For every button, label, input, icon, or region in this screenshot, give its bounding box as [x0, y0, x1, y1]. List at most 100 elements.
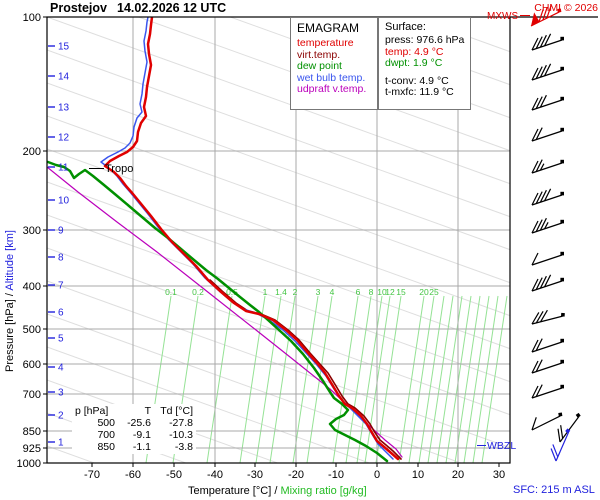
- wind-barb: [531, 159, 564, 174]
- altitude-tick-label: 14: [58, 72, 70, 83]
- level-table-cell: -27.8: [169, 417, 193, 429]
- mixing-ratio-line: [356, 295, 383, 463]
- wind-barb-head: [560, 359, 564, 364]
- legend-item: temperature: [297, 37, 354, 49]
- wind-barb-head: [560, 127, 564, 132]
- wind-barb-feather: [531, 252, 539, 266]
- legend-item: virt.temp.: [297, 48, 341, 61]
- wind-barb: [531, 274, 564, 292]
- wind-barb-feather: [539, 34, 547, 48]
- mixing-ratio-line: [481, 295, 508, 463]
- mixing-ratio-line: [239, 295, 266, 463]
- y-axis-label-altitude: Altitude [km]: [4, 230, 16, 291]
- level-table-cell: 850: [97, 441, 115, 453]
- dry-adiabat-line: [47, 49, 510, 218]
- altitude-tick-label: 3: [58, 388, 64, 399]
- wind-barb-feather: [531, 67, 539, 81]
- mixing-ratio-line: [269, 295, 296, 463]
- level-table-cell: -25.6: [127, 417, 151, 429]
- legend-title: EMAGRAM: [297, 21, 360, 35]
- altitude-tick-label: 10: [58, 196, 70, 207]
- wind-barb-feather: [544, 274, 552, 288]
- x-axis-label-mixing-ratio: Mixing ratio [g/kg]: [280, 485, 367, 497]
- surface-elevation-label: SFC: 215 m ASL: [513, 484, 595, 496]
- dry-adiabat-line: [47, 346, 371, 463]
- legend-items: temperature virt.temp. dew point wet bulb t…: [297, 37, 371, 96]
- wind-barb-feather: [560, 425, 564, 439]
- wind-barb-head: [575, 412, 581, 418]
- pressure-tick-label: 925: [23, 443, 41, 455]
- wind-barb-feather: [544, 63, 552, 77]
- mixing-ratio-line: [418, 295, 445, 463]
- mxws-label: MXWS: [487, 11, 519, 22]
- pressure-tick-label: 400: [23, 281, 41, 293]
- mixing-ratio-label: 2: [293, 287, 298, 297]
- level-table-cell: -1.1: [132, 441, 151, 453]
- dry-adiabat-line: [47, 313, 463, 463]
- dry-adiabat-line: [47, 82, 510, 251]
- altitude-tick-label: 4: [58, 363, 64, 374]
- dry-adiabat-line: [47, 181, 510, 350]
- wind-barb-staff: [531, 415, 561, 431]
- mixing-ratio-line: [463, 295, 490, 463]
- x-tick-label: -10: [328, 469, 344, 481]
- station-name: Prostejov: [50, 1, 107, 15]
- pressure-tick-label: 500: [23, 324, 41, 336]
- max-wind-annotation: MXWS: [487, 11, 531, 22]
- wind-barb-feather: [538, 9, 544, 23]
- mxws-pointer-line: [520, 15, 531, 16]
- wind-barb: [531, 384, 564, 399]
- x-axis-label-separator: /: [274, 485, 278, 497]
- dry-adiabat-line: [47, 115, 510, 284]
- tropo-pointer-line: [89, 168, 104, 169]
- level-table-grid: p [hPa] T Td [°C] 500 -25.6 -27.8 700 -9.1 -10.3…: [75, 405, 193, 453]
- wind-barb-feather: [535, 338, 543, 351]
- mixing-ratio-label: 10: [377, 287, 387, 297]
- x-tick-label: -70: [84, 469, 100, 481]
- surface-row: temp: 4.9 °C: [385, 45, 444, 58]
- mixing-ratio-line: [206, 295, 233, 463]
- wind-barb-feather: [531, 37, 539, 51]
- wind-barb: [531, 251, 564, 266]
- wind-barb-head: [561, 312, 565, 317]
- dry-adiabat-line: [47, 247, 510, 416]
- wind-barb-feather: [535, 191, 543, 204]
- wind-barb-feather: [531, 160, 539, 174]
- altitude-tick-label: 9: [58, 226, 64, 237]
- wind-barb-feather: [535, 66, 543, 79]
- level-table-cell: 500: [97, 417, 115, 429]
- mixing-ratio-line: [332, 295, 359, 463]
- wind-barb-feather: [550, 448, 557, 462]
- wind-barb-head: [560, 338, 564, 343]
- x-tick-label: 0: [374, 469, 380, 481]
- surface-title: Surface:: [385, 21, 426, 33]
- dry-adiabat-line: [137, 17, 510, 152]
- wind-barb-feather: [535, 384, 543, 397]
- wind-barb: [531, 217, 564, 234]
- level-table-cell: -3.8: [174, 441, 193, 453]
- updraft-virtual-temperature-trace: [47, 166, 403, 458]
- altitude-tick-label: 5: [58, 334, 64, 345]
- x-tick-label: 20: [452, 469, 464, 481]
- wind-barb-flag: [531, 12, 540, 26]
- wind-barb-half-feather: [539, 163, 545, 171]
- wind-barb-staff: [559, 416, 580, 443]
- wind-barb-feather: [531, 97, 539, 111]
- level-table-cell: -9.1: [132, 429, 151, 441]
- wind-barb-feather: [531, 339, 539, 353]
- y-axis-label-pressure: Pressure [hPa]: [4, 299, 16, 372]
- wind-barb-feather: [539, 64, 547, 78]
- wind-barb-feather: [535, 277, 543, 290]
- surface-row: dwpt: 1.9 °C: [385, 57, 443, 69]
- mixing-ratio-label: 8: [369, 287, 374, 297]
- level-table-header: Td [°C]: [160, 405, 193, 417]
- wind-barb-feather: [531, 128, 539, 142]
- copyright-text: CHMI © 2026: [534, 2, 598, 14]
- wind-barb: [531, 188, 564, 206]
- wind-barb-feather: [535, 219, 543, 232]
- mixing-ratio-line: [427, 295, 454, 463]
- altitude-tick-label: 13: [58, 103, 70, 114]
